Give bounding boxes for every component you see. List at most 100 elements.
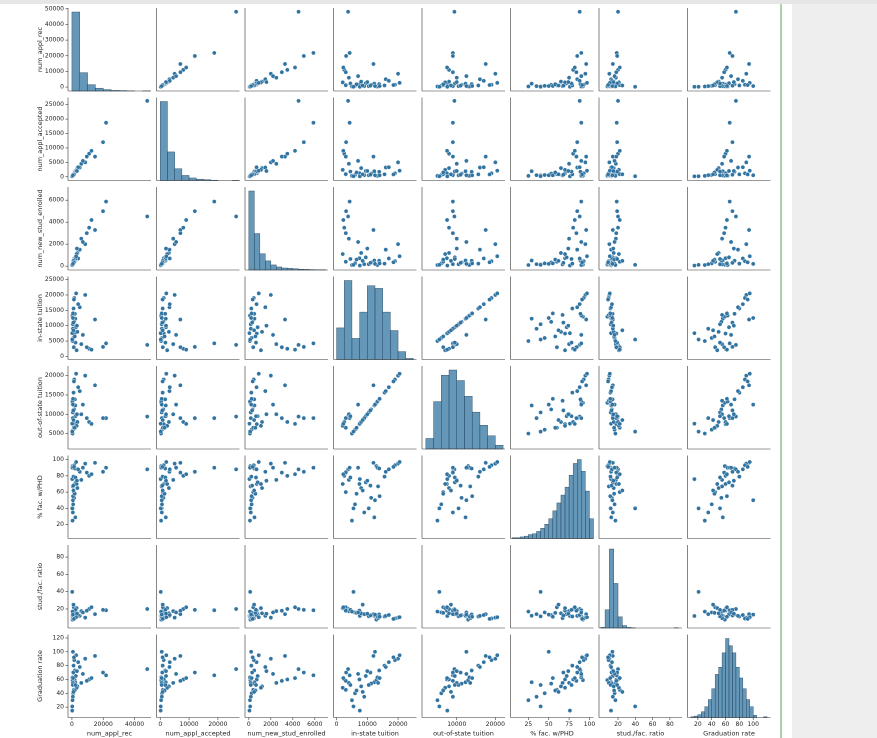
scatter-point <box>712 334 717 339</box>
scatter-point <box>311 607 316 613</box>
scatter-point <box>311 50 316 56</box>
scatter-point <box>440 610 446 616</box>
scatter-point <box>534 172 539 178</box>
scatter-point <box>538 682 543 688</box>
scatter-point <box>538 321 543 327</box>
scatter-point <box>366 682 372 688</box>
scatter-point <box>247 337 253 342</box>
scatter-point <box>250 344 256 350</box>
scatter-point <box>192 344 198 350</box>
scatter-point <box>79 680 84 686</box>
scatter-point <box>357 476 363 482</box>
scatter-point <box>577 659 582 665</box>
scatter-point <box>454 168 460 174</box>
scatter-point <box>583 383 589 388</box>
scatter-point <box>750 497 756 503</box>
scatter-point <box>358 79 364 84</box>
scatter-point <box>181 225 186 230</box>
scatter-point <box>469 83 475 89</box>
scatter-point <box>80 610 86 615</box>
scatter-point <box>183 347 189 352</box>
scatter-point <box>360 417 366 423</box>
scatter-point <box>366 506 372 511</box>
scatter-point <box>192 53 198 59</box>
y-tick-label: 15000 <box>45 391 64 398</box>
y-tick-label: 6000 <box>49 197 64 204</box>
histogram-bar <box>589 518 594 539</box>
scatter-point <box>444 65 450 70</box>
scatter-point <box>371 154 376 159</box>
histogram-bar <box>581 471 586 539</box>
histogram-bar <box>495 445 504 450</box>
scatter-point <box>178 61 183 67</box>
scatter-point <box>249 663 254 668</box>
scatter-point <box>467 680 473 686</box>
scatter-point <box>348 256 353 262</box>
scatter-point <box>285 677 290 682</box>
scatter-point <box>170 341 176 347</box>
scatter-point <box>526 262 531 268</box>
scatter-point <box>74 668 80 674</box>
y-tick-label: 25000 <box>45 101 64 108</box>
scatter-point <box>301 344 307 350</box>
y-tick-label: 80 <box>56 472 64 479</box>
scatter-point <box>724 493 730 499</box>
x-tick-label: 80 <box>736 721 744 728</box>
histogram-bar <box>746 699 750 718</box>
scatter-point <box>467 484 473 489</box>
scatter-point <box>233 342 239 348</box>
scatter-point <box>437 262 442 268</box>
scatter-point <box>564 673 569 679</box>
y-tick-label: 100 <box>53 456 65 463</box>
scatter-point <box>565 411 571 417</box>
y-tick-label: 120 <box>53 634 65 641</box>
scatter-point <box>577 98 582 104</box>
scatter-point <box>341 217 346 223</box>
scatter-point <box>481 612 487 618</box>
scatter-point <box>605 297 611 302</box>
scatter-point <box>692 174 697 179</box>
scatter-point <box>69 337 75 342</box>
scatter-point <box>71 663 76 668</box>
scatter-point <box>719 398 725 404</box>
scatter-point <box>692 421 697 426</box>
scatter-point <box>70 497 76 503</box>
scatter-point <box>562 685 568 691</box>
scatter-point <box>717 169 723 174</box>
scatter-point <box>173 332 179 338</box>
scatter-point <box>469 668 474 673</box>
scatter-point <box>282 460 288 466</box>
scatter-point <box>702 262 708 268</box>
scatter-point <box>259 419 265 425</box>
scatter-point <box>583 227 589 233</box>
scatter-point <box>705 326 711 332</box>
scatter-point <box>249 670 255 675</box>
scatter-point <box>487 172 492 177</box>
scatter-point <box>483 317 488 322</box>
y-axis-label: num_appl_rec <box>36 26 44 72</box>
scatter-point <box>724 148 730 154</box>
x-axis-label: % fac. w/PHD <box>530 730 574 738</box>
scatter-point <box>376 466 382 471</box>
x-tick-label: 20000 <box>389 721 408 728</box>
y-tick-label: 40 <box>56 588 64 595</box>
scatter-point <box>71 417 76 423</box>
scatter-point <box>351 704 356 709</box>
scatter-point <box>717 340 723 345</box>
scatter-point <box>730 53 735 59</box>
scatter-point <box>617 421 623 427</box>
scatter-point <box>437 704 442 709</box>
scatter-point <box>264 79 269 85</box>
scatter-point <box>391 655 396 660</box>
histogram-bar <box>718 667 723 718</box>
histogram-bar <box>464 396 473 450</box>
scatter-point <box>487 82 492 88</box>
scatter-point <box>574 247 580 252</box>
scatter-point <box>170 477 176 483</box>
scatter-point <box>159 612 165 617</box>
scatter-point <box>351 589 356 595</box>
scatter-point <box>611 491 617 497</box>
scatter-point <box>92 317 98 322</box>
scatter-point <box>731 323 737 328</box>
scatter-point <box>483 227 488 233</box>
